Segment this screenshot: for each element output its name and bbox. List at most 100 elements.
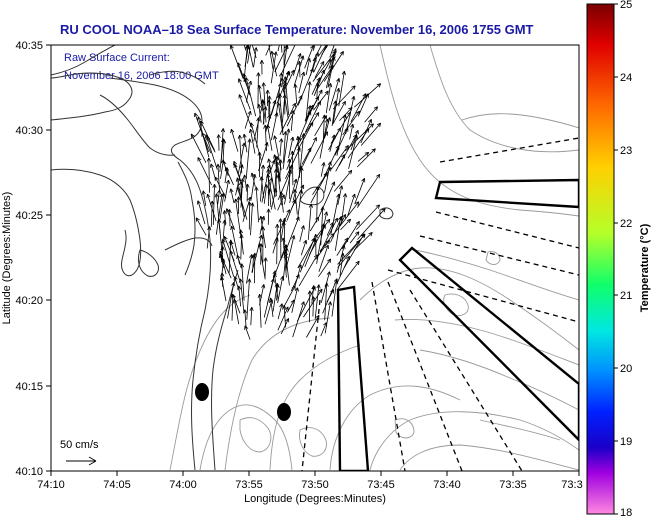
x-tick-label: 73:3 xyxy=(561,479,582,491)
current-vector xyxy=(268,160,275,175)
current-vector-head xyxy=(281,221,285,225)
current-vector-head xyxy=(298,165,302,170)
y-tick-label: 40:25 xyxy=(15,210,43,222)
current-vector xyxy=(314,61,325,78)
current-vector xyxy=(234,276,240,292)
current-vector-head xyxy=(342,51,344,56)
current-vector-head xyxy=(197,116,202,120)
current-vector-head xyxy=(214,193,217,198)
current-vector-head xyxy=(323,322,327,326)
current-vector xyxy=(259,294,262,328)
current-vector-head xyxy=(211,200,215,205)
current-vector-head xyxy=(323,162,326,167)
current-vector xyxy=(280,221,285,241)
current-vector-head xyxy=(354,130,359,134)
current-vector-head xyxy=(352,124,355,129)
current-vector-head xyxy=(318,288,323,292)
current-vector-head xyxy=(222,160,224,165)
current-vector-head xyxy=(376,173,380,177)
current-vector xyxy=(260,164,264,202)
current-vector-head xyxy=(320,206,324,211)
current-vector xyxy=(303,288,323,318)
current-vector xyxy=(240,278,245,314)
current-vector-head xyxy=(284,80,288,85)
current-vector-head xyxy=(295,178,298,184)
current-vector-head xyxy=(250,172,253,177)
current-vector-head xyxy=(275,51,278,56)
current-vector-head xyxy=(266,30,268,33)
current-vector-head xyxy=(261,60,264,64)
current-vector xyxy=(334,216,342,251)
current-vector xyxy=(332,88,340,124)
current-vector-head xyxy=(328,219,331,224)
current-vector xyxy=(215,193,223,235)
current-vector-head xyxy=(196,200,199,205)
current-vector xyxy=(333,170,353,192)
current-vector-head xyxy=(334,217,338,221)
current-vector-head xyxy=(273,154,275,159)
current-vector-head xyxy=(338,185,343,189)
current-vector xyxy=(243,133,248,153)
current-vector xyxy=(330,145,349,170)
current-vector-head xyxy=(280,159,283,164)
current-vector xyxy=(337,185,343,206)
current-vector xyxy=(277,303,283,320)
current-vector xyxy=(356,204,380,230)
current-vector-head xyxy=(267,158,269,163)
current-vector xyxy=(263,184,268,204)
current-vector-head xyxy=(310,45,314,49)
current-vector-head xyxy=(317,100,321,105)
coastline xyxy=(51,45,394,471)
current-vector xyxy=(331,100,336,127)
current-vector xyxy=(258,104,262,123)
current-vector-head xyxy=(220,272,223,277)
current-vector-head xyxy=(313,254,318,258)
current-vector xyxy=(231,294,234,321)
current-vector-head xyxy=(340,253,344,257)
current-vector xyxy=(291,151,294,186)
current-vector-head xyxy=(280,218,283,223)
current-vector-head xyxy=(256,72,259,77)
current-vector-head xyxy=(224,236,228,240)
current-vector-head xyxy=(252,36,253,40)
current-vector xyxy=(294,111,311,150)
current-vector xyxy=(230,241,236,256)
current-vector xyxy=(285,247,288,272)
colorbar-tick-label: 20 xyxy=(620,363,632,375)
current-vector xyxy=(286,299,295,313)
current-vector-head xyxy=(344,145,349,148)
current-vector-head xyxy=(313,137,317,141)
current-vector-head xyxy=(346,255,350,260)
current-vector xyxy=(224,180,229,202)
current-vector-head xyxy=(297,287,299,292)
current-vector xyxy=(336,237,349,256)
current-vector-head xyxy=(284,247,288,252)
current-vector xyxy=(222,139,225,162)
current-vector-head xyxy=(333,100,336,105)
current-vector xyxy=(347,193,356,216)
current-vector xyxy=(299,225,305,242)
current-vector-head xyxy=(269,188,272,193)
current-vector-head xyxy=(250,196,252,202)
current-vector-head xyxy=(274,112,278,117)
current-vector-head xyxy=(219,193,223,198)
current-vector-head xyxy=(274,237,278,241)
current-vector xyxy=(302,137,317,167)
current-vector-head xyxy=(326,218,330,222)
current-vector xyxy=(236,255,243,269)
current-vector-head xyxy=(331,56,335,61)
current-vector xyxy=(267,124,273,151)
current-vector-head xyxy=(243,142,246,147)
current-vector xyxy=(268,177,273,196)
current-vector-head xyxy=(239,134,242,139)
current-vector-head xyxy=(245,30,247,33)
current-vector xyxy=(243,45,247,51)
current-vector-head xyxy=(254,186,257,191)
current-vector xyxy=(270,188,277,210)
current-vector xyxy=(357,151,369,162)
current-vector-head xyxy=(219,253,224,257)
current-vector xyxy=(309,216,319,232)
current-vector-head xyxy=(271,50,275,55)
current-vector-head xyxy=(250,80,253,85)
buoy-marker xyxy=(277,403,291,421)
